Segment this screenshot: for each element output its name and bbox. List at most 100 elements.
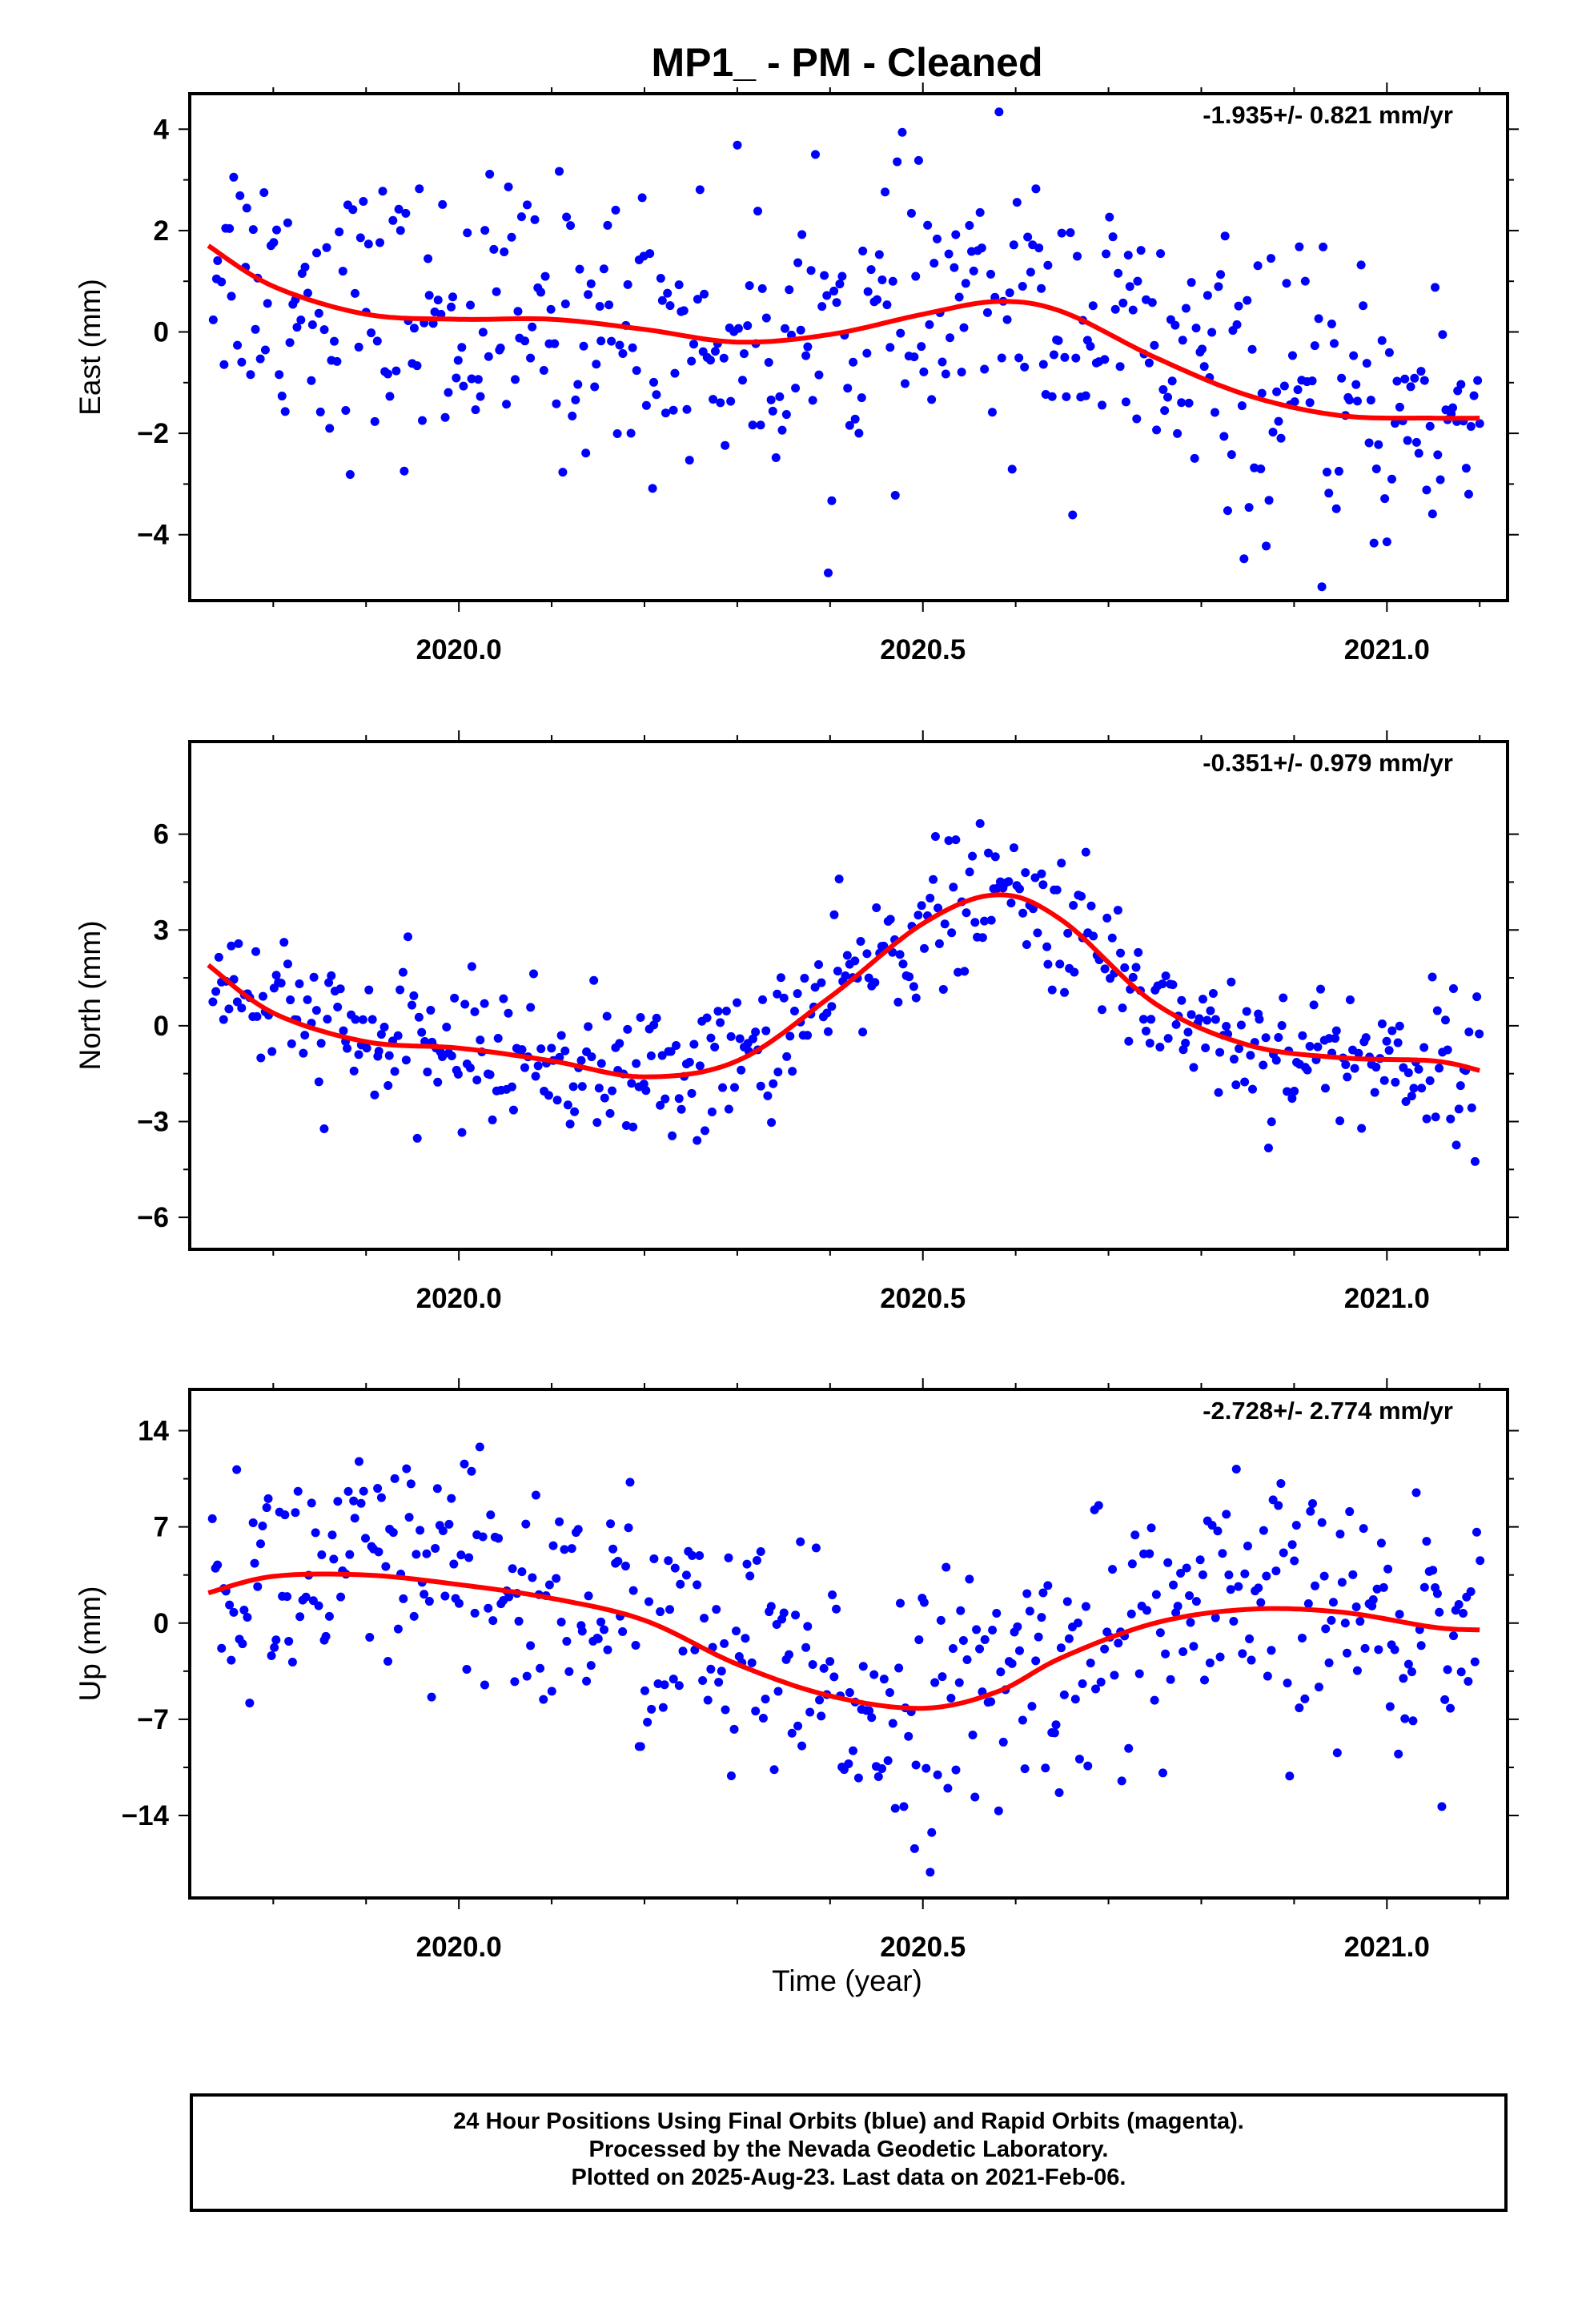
data-point (1422, 485, 1431, 495)
data-point (1393, 1038, 1403, 1047)
data-point (385, 392, 395, 401)
data-point (801, 351, 811, 360)
data-point (664, 1556, 673, 1566)
data-point (700, 1126, 709, 1136)
data-point (1262, 541, 1271, 551)
data-point (748, 420, 757, 430)
data-point (299, 1048, 308, 1058)
data-point (1279, 381, 1289, 391)
data-point (1189, 1063, 1199, 1072)
data-point (862, 949, 872, 959)
data-point (677, 1104, 686, 1114)
data-point (363, 239, 373, 249)
data-point (465, 1063, 475, 1072)
data-point (709, 395, 718, 404)
data-point (801, 1642, 811, 1652)
data-point (1124, 1036, 1134, 1046)
data-point (1432, 1589, 1442, 1598)
data-point (698, 1675, 708, 1685)
data-point (327, 1530, 337, 1540)
data-point (263, 299, 272, 308)
data-point (1100, 1644, 1110, 1654)
data-point (399, 1594, 408, 1603)
data-point (695, 1551, 705, 1561)
data-point (603, 1645, 612, 1655)
data-point (733, 140, 742, 150)
data-point (608, 1544, 618, 1554)
data-point (1384, 348, 1394, 357)
data-point (858, 1662, 868, 1671)
data-point (1190, 453, 1199, 463)
data-point (1264, 496, 1274, 505)
data-point (956, 1606, 966, 1615)
data-point (269, 238, 279, 247)
data-point (1014, 353, 1024, 363)
data-point (291, 1508, 300, 1518)
data-point (1461, 464, 1471, 473)
data-point (766, 1602, 776, 1611)
data-point (1443, 1665, 1452, 1675)
data-point (1199, 362, 1209, 372)
data-point (1208, 989, 1218, 999)
data-point (944, 836, 954, 846)
data-point (502, 400, 512, 409)
data-point (456, 1550, 466, 1560)
data-point (646, 1051, 656, 1060)
data-point (665, 1605, 675, 1614)
data-point (980, 1634, 990, 1644)
data-point (1037, 283, 1046, 293)
data-point (1293, 385, 1303, 395)
data-point (1115, 362, 1125, 372)
data-point (951, 1765, 961, 1775)
rate-label: -1.935+/- 0.821 mm/yr (1203, 101, 1453, 129)
data-point (835, 279, 845, 289)
data-point (370, 1090, 379, 1100)
rate-label: -2.728+/- 2.774 mm/yr (1203, 1397, 1453, 1425)
data-point (484, 1603, 493, 1613)
data-point (577, 1626, 587, 1636)
data-point (1282, 279, 1291, 288)
data-point (618, 1626, 628, 1636)
data-point (526, 1003, 536, 1012)
data-point (670, 1563, 680, 1573)
data-point (1102, 249, 1111, 259)
data-point (1354, 1048, 1363, 1058)
data-point (785, 1650, 794, 1659)
data-point (252, 1011, 262, 1021)
data-point (358, 1015, 367, 1024)
data-point (471, 405, 480, 415)
data-point (1047, 392, 1057, 401)
data-point (1054, 336, 1063, 345)
data-point (970, 918, 980, 927)
data-point (1206, 1006, 1215, 1015)
data-point (1141, 1026, 1150, 1035)
data-point (1295, 242, 1304, 251)
data-point (990, 852, 1000, 862)
data-point (1321, 1624, 1331, 1634)
data-point (1407, 1667, 1416, 1677)
data-point (1454, 1599, 1464, 1609)
data-point (1098, 1005, 1107, 1015)
data-point (1435, 1607, 1444, 1617)
data-point (1136, 246, 1146, 255)
data-point (1383, 1564, 1393, 1574)
data-point (1210, 408, 1219, 417)
data-point (437, 1052, 447, 1062)
data-point (1327, 1615, 1336, 1625)
data-point (867, 1713, 877, 1723)
data-point (383, 369, 392, 379)
data-point (560, 300, 570, 309)
data-point (1133, 276, 1142, 286)
data-point (1130, 1530, 1140, 1540)
data-point (1356, 260, 1366, 270)
data-point (904, 1731, 913, 1741)
data-point (459, 381, 468, 391)
data-point (814, 370, 824, 380)
data-point (758, 995, 768, 1004)
data-point (1369, 538, 1379, 548)
data-point (408, 1000, 417, 1010)
data-point (295, 979, 304, 988)
data-point (975, 1644, 985, 1654)
data-point (930, 1678, 940, 1687)
data-point (668, 1131, 677, 1140)
